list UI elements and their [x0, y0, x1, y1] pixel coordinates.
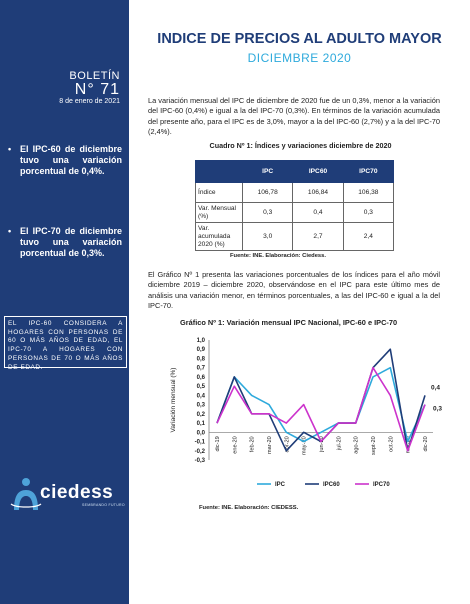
- x-tick-label: feb-20: [250, 436, 256, 452]
- table-cell: 3,0: [241, 222, 294, 251]
- y-tick-label: 0,6: [197, 375, 206, 381]
- y-tick-label: 0,7: [197, 366, 206, 372]
- highlight-bullet: • El IPC-60 de diciembre tuvo una variac…: [8, 144, 122, 177]
- highlight-bullet: • El IPC-70 de diciembre tuvo una variac…: [8, 226, 122, 259]
- table-cell: 0,4: [292, 202, 344, 223]
- y-tick-label: 0,3: [197, 403, 206, 409]
- table-row-label: Índice: [195, 182, 243, 203]
- x-tick-label: jun-20: [319, 436, 325, 453]
- chart-description-paragraph: El Gráfico Nº 1 presenta las variaciones…: [148, 270, 440, 311]
- x-tick-label: ene-20: [232, 436, 238, 453]
- table-cell: 106,38: [342, 182, 395, 203]
- x-tick-label: abr-20: [284, 436, 290, 452]
- series-line-ipc: [216, 366, 426, 443]
- y-tick-label: -0,2: [195, 449, 206, 455]
- sidebar: BOLETÍN N° 71 8 de enero de 2021 • El IP…: [0, 0, 129, 604]
- table-cell: 0,3: [241, 202, 294, 223]
- series-line-ipc60: [216, 348, 426, 452]
- table-row: Var. Mensual (%) 0,3 0,4 0,3: [195, 202, 395, 223]
- table-row-label: Var. Mensual (%): [195, 202, 243, 223]
- x-tick-label: sept-20: [371, 436, 377, 455]
- logo-wordmark: ciedess: [40, 482, 114, 503]
- table-cell: 106,78: [241, 182, 294, 203]
- page-title: INDICE DE PRECIOS AL ADULTO MAYOR: [157, 31, 442, 47]
- y-tick-label: 0,2: [197, 412, 206, 418]
- x-tick-label: mar-20: [267, 436, 273, 454]
- chart-source: Fuente: INE. Elaboración: CIEDESS.: [199, 505, 299, 511]
- y-axis-label: Variación mensual (%): [170, 368, 177, 433]
- table-row-label: Var. acumulada 2020 (%): [195, 222, 243, 251]
- table-source: Fuente: INE. Elaboración: Ciedess.: [230, 253, 326, 259]
- table-row: Índice 106,78 106,84 106,38: [195, 182, 395, 203]
- x-tick-label: nov-20: [406, 436, 412, 453]
- table-cell: 2,7: [292, 222, 344, 251]
- x-tick-label: dic-19: [215, 436, 221, 451]
- legend-label: IPC: [275, 482, 286, 488]
- table-header-cell: [195, 160, 243, 183]
- bullet-dot-icon: •: [8, 144, 12, 154]
- table-header-cell: IPC70: [342, 160, 395, 183]
- chart-title: Gráfico Nº 1: Variación mensual IPC Naci…: [180, 318, 398, 327]
- highlight-text: El IPC-60 de diciembre tuvo una variació…: [20, 144, 122, 176]
- data-label: 0,3: [433, 406, 442, 413]
- y-tick-label: 0,9: [197, 347, 206, 353]
- y-tick-label: 0,5: [197, 384, 206, 390]
- summary-paragraph: La variación mensual del IPC de diciembr…: [148, 96, 440, 137]
- table-row: Var. acumulada 2020 (%) 3,0 2,7 2,4: [195, 222, 395, 251]
- x-tick-label: may-20: [302, 436, 308, 455]
- y-tick-label: 0,0: [197, 430, 206, 436]
- logo-tagline: SEMBRANDO FUTURO: [82, 503, 125, 507]
- y-tick-label: -0,1: [195, 440, 206, 446]
- table-header-cell: IPC: [241, 160, 294, 183]
- y-tick-label: 0,4: [197, 393, 206, 399]
- x-tick-label: ago-20: [354, 436, 360, 453]
- line-chart: Variación mensual (%) 1,0 0,9 0,8 0,7 0,6 0,5 0…: [170, 338, 442, 488]
- series-line-ipc70: [216, 366, 426, 452]
- legend-label: IPC60: [323, 482, 340, 488]
- table-header-row: IPC IPC60 IPC70: [195, 160, 395, 183]
- y-tick-label: 0,8: [197, 356, 206, 362]
- index-table: IPC IPC60 IPC70 Índice 106,78 106,84 106…: [195, 160, 395, 251]
- page-subtitle: DICIEMBRE 2020: [247, 51, 352, 65]
- definition-note: EL IPC-60 CONSIDERA A HOGARES CON PERSON…: [4, 316, 127, 371]
- x-tick-label: dic-20: [423, 436, 429, 451]
- x-tick-label: oct-20: [388, 436, 394, 452]
- y-tick-label: -0,3: [195, 458, 206, 464]
- y-tick-label: 1,0: [197, 338, 206, 344]
- data-label: 0,4: [431, 384, 440, 391]
- legend-label: IPC70: [373, 482, 390, 488]
- table-cell: 2,4: [342, 222, 395, 251]
- bulletin-label: BOLETÍN: [69, 70, 120, 82]
- table-header-cell: IPC60: [292, 160, 344, 183]
- x-tick-label: jul-20: [336, 436, 342, 451]
- table-cell: 106,84: [292, 182, 344, 203]
- bulletin-number: N° 71: [74, 81, 120, 98]
- bullet-dot-icon: •: [8, 226, 12, 236]
- bulletin-date: 8 de enero de 2021: [59, 98, 120, 105]
- ciedess-logo-icon: [10, 478, 42, 510]
- y-tick-label: 0,1: [197, 421, 206, 427]
- table-title: Cuadro Nº 1: Índices y variaciones dicie…: [209, 141, 392, 150]
- table-cell: 0,3: [342, 202, 395, 223]
- highlight-text: El IPC-70 de diciembre tuvo una variació…: [20, 226, 122, 258]
